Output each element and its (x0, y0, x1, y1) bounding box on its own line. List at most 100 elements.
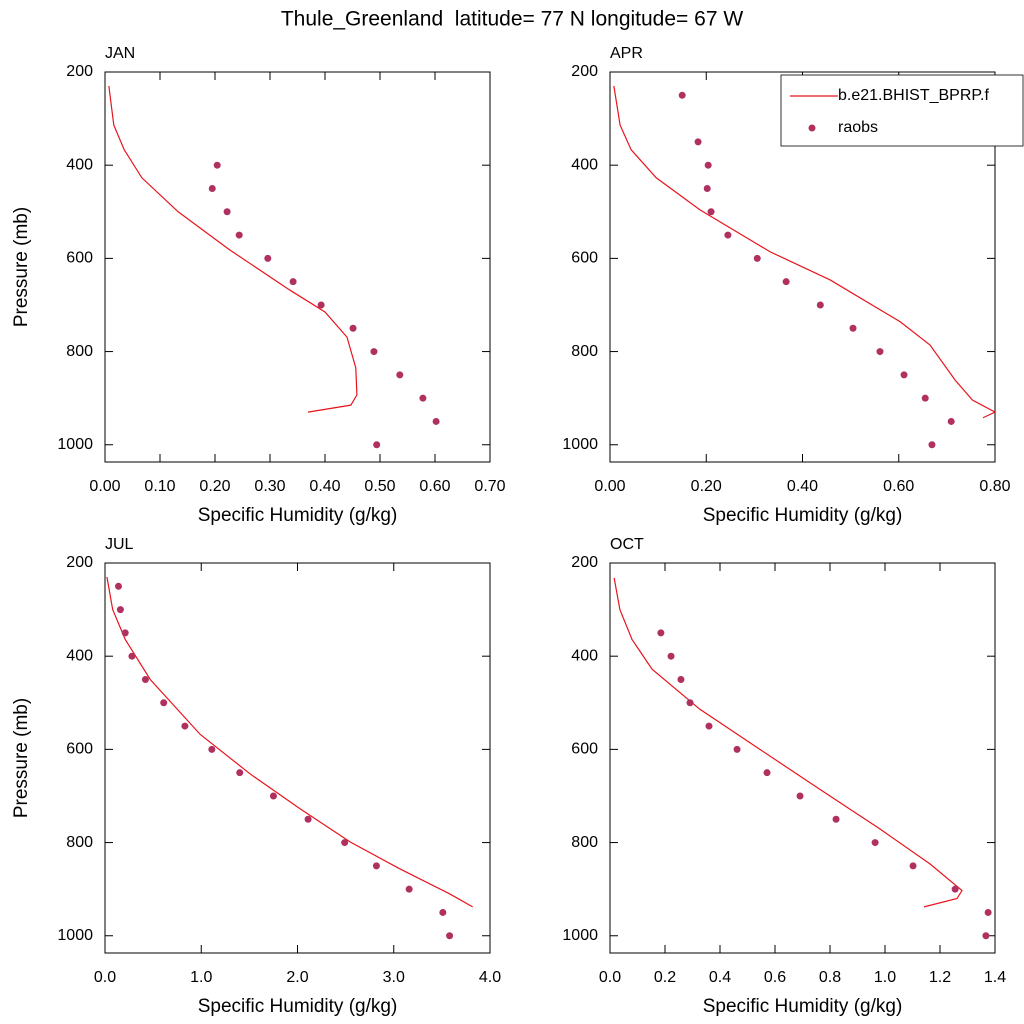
obs-point (304, 815, 312, 823)
obs-point (235, 231, 243, 239)
obs-point (849, 324, 857, 332)
x-tick-label: 4.0 (479, 969, 501, 986)
x-tick-label: 1.4 (984, 969, 1006, 986)
obs-point (208, 745, 216, 753)
obs-point (982, 932, 990, 940)
y-tick-label: 800 (66, 834, 93, 851)
obs-point (208, 184, 216, 192)
obs-point (114, 582, 122, 590)
y-tick-label: 600 (571, 250, 598, 267)
panel-title: APR (610, 45, 643, 62)
x-axis-label: Specific Humidity (g/kg) (703, 996, 903, 1017)
obs-point (921, 394, 929, 402)
obs-point (405, 885, 413, 893)
y-tick-label: 600 (571, 741, 598, 758)
obs-point (705, 722, 713, 730)
x-tick-label: 0.8 (819, 969, 841, 986)
x-tick-label: 0.40 (309, 478, 340, 495)
obs-point (349, 324, 357, 332)
x-tick-label: 0.2 (654, 969, 676, 986)
y-axis-label: Pressure (mb) (11, 207, 32, 327)
x-tick-label: 0.0 (599, 969, 621, 986)
obs-point (269, 792, 277, 800)
x-axis-label: Specific Humidity (g/kg) (703, 505, 903, 526)
plot-frame (104, 562, 491, 954)
y-tick-label: 800 (66, 343, 93, 360)
legend-label: raobs (838, 119, 878, 136)
x-tick-label: 0.4 (709, 969, 731, 986)
obs-point (951, 885, 959, 893)
plot-frame (104, 71, 491, 463)
y-tick-label: 600 (66, 250, 93, 267)
x-tick-label: 3.0 (383, 969, 405, 986)
obs-point (984, 908, 992, 916)
obs-point (733, 745, 741, 753)
x-tick-label: 0.00 (89, 478, 120, 495)
chart-title: Thule_Greenland latitude= 77 N longitude… (281, 8, 743, 31)
panel-title: JUL (105, 536, 134, 553)
x-axis-label: Specific Humidity (g/kg) (198, 505, 398, 526)
obs-point (128, 652, 136, 660)
obs-point (160, 699, 168, 707)
plot-frame (609, 562, 996, 954)
x-tick-label: 0.60 (419, 478, 450, 495)
obs-point (707, 208, 715, 216)
x-tick-label: 1.0 (874, 969, 896, 986)
x-axis-label: Specific Humidity (g/kg) (198, 996, 398, 1017)
y-tick-label: 800 (571, 834, 598, 851)
obs-point (439, 908, 447, 916)
obs-point (704, 161, 712, 169)
y-tick-label: 800 (571, 343, 598, 360)
x-tick-label: 0.00 (594, 478, 625, 495)
obs-point (900, 371, 908, 379)
x-tick-label: 0.10 (144, 478, 175, 495)
obs-point (432, 417, 440, 425)
obs-point (667, 652, 675, 660)
y-tick-label: 200 (571, 63, 598, 80)
y-tick-label: 400 (66, 647, 93, 664)
x-tick-label: 1.0 (190, 969, 212, 986)
legend-box (780, 74, 1024, 147)
y-tick-label: 1000 (562, 927, 598, 944)
x-tick-label: 0.20 (691, 478, 722, 495)
obs-point (686, 699, 694, 707)
y-tick-label: 400 (571, 156, 598, 173)
x-tick-label: 0.0 (94, 969, 116, 986)
profile-line (613, 85, 997, 419)
y-tick-label: 400 (66, 156, 93, 173)
obs-point (816, 301, 824, 309)
obs-point (289, 278, 297, 286)
profile-line (108, 85, 358, 413)
obs-point (657, 629, 665, 637)
x-tick-label: 0.20 (199, 478, 230, 495)
obs-point (782, 278, 790, 286)
obs-point (832, 815, 840, 823)
obs-point (264, 254, 272, 262)
obs-point (373, 441, 381, 449)
obs-point (796, 792, 804, 800)
obs-point (446, 932, 454, 940)
obs-point (236, 769, 244, 777)
obs-point (223, 208, 231, 216)
obs-point (116, 606, 124, 614)
obs-point (909, 862, 917, 870)
obs-point (121, 629, 129, 637)
obs-point (753, 254, 761, 262)
obs-point (724, 231, 732, 239)
obs-point (871, 839, 879, 847)
y-tick-label: 200 (66, 63, 93, 80)
obs-point (181, 722, 189, 730)
y-tick-label: 200 (66, 554, 93, 571)
y-tick-label: 400 (571, 647, 598, 664)
obs-point (396, 371, 404, 379)
legend-marker (808, 124, 816, 132)
x-tick-label: 0.40 (787, 478, 818, 495)
obs-point (947, 417, 955, 425)
x-tick-label: 1.2 (929, 969, 951, 986)
y-tick-label: 600 (66, 741, 93, 758)
obs-point (876, 348, 884, 356)
x-tick-label: 0.80 (979, 478, 1010, 495)
panel-title: OCT (610, 536, 644, 553)
obs-point (763, 769, 771, 777)
